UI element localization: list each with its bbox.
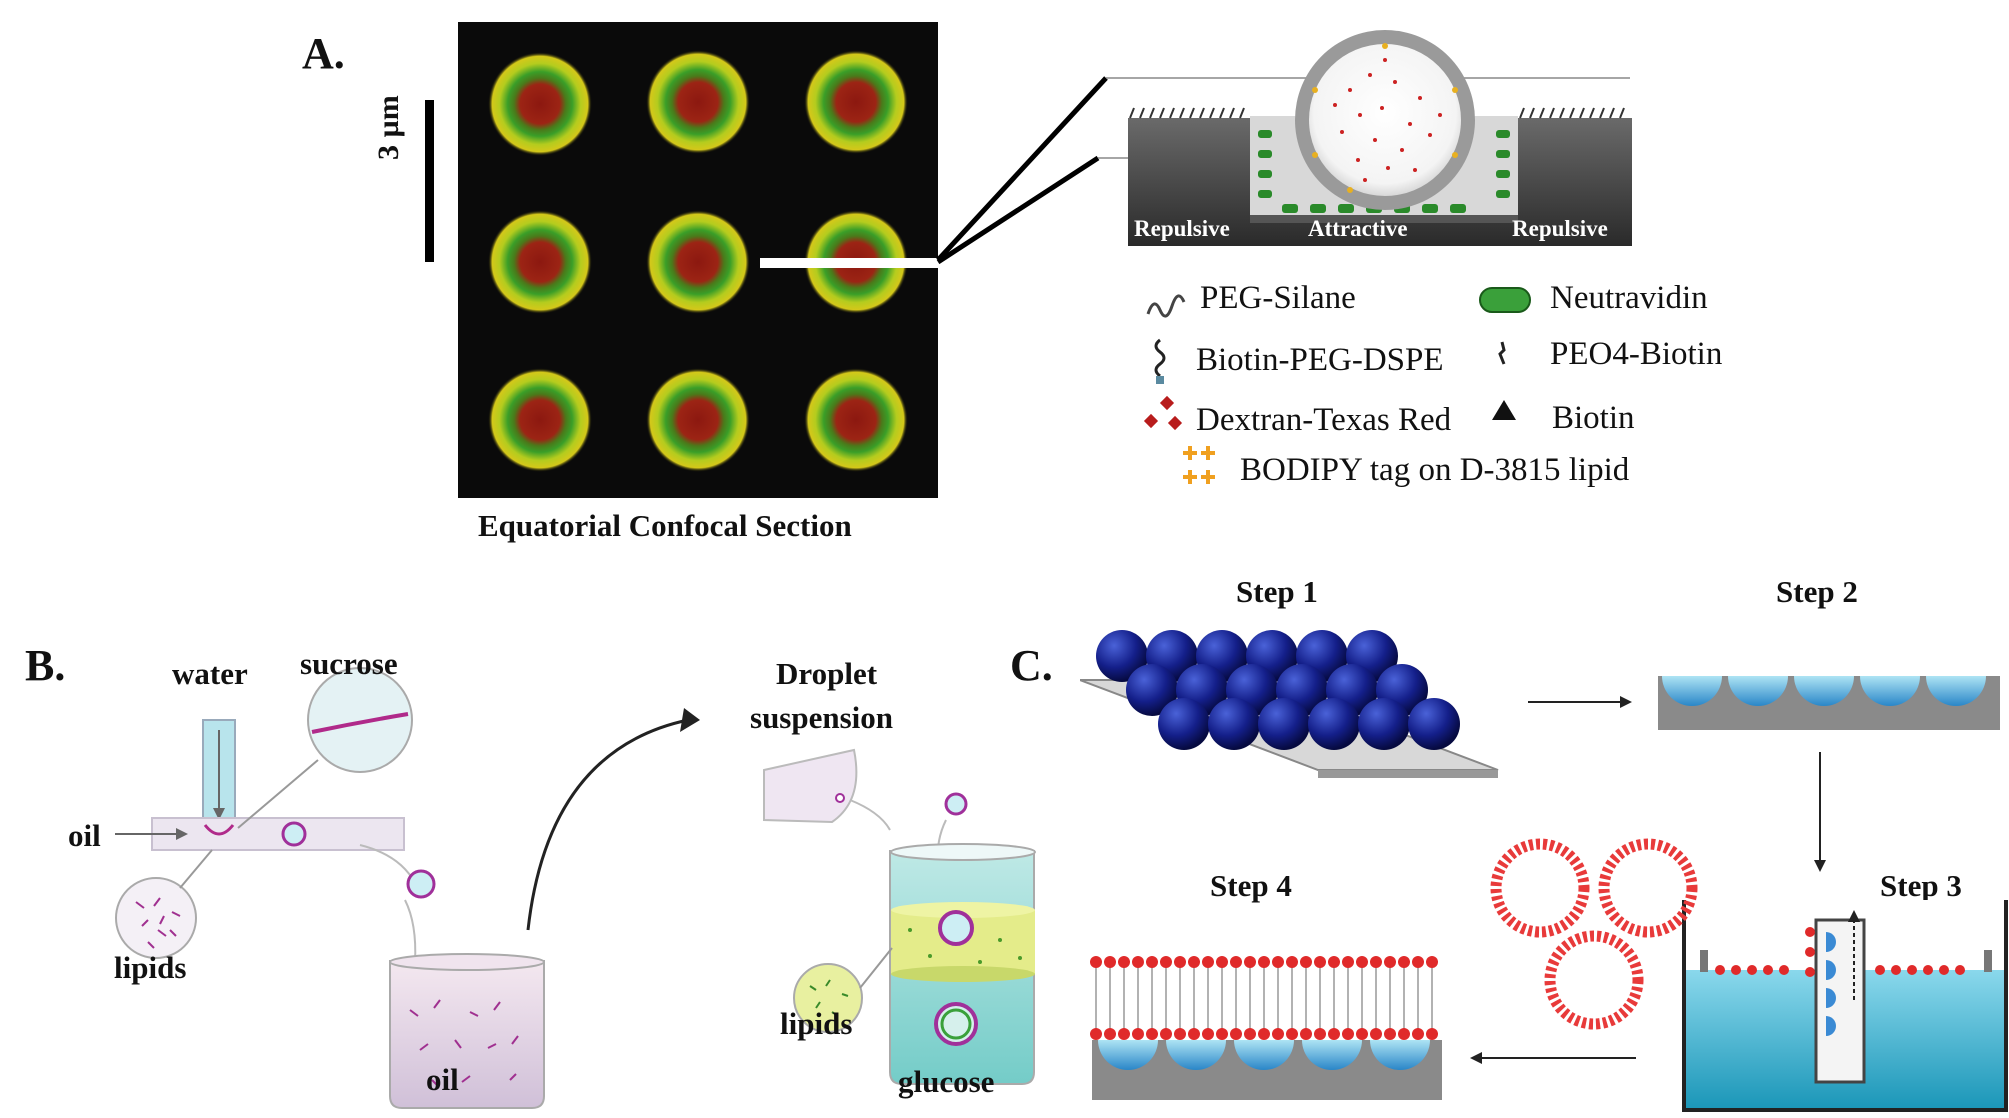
legend-biotin-peg-dspe: Biotin-PEG-DSPE bbox=[1196, 342, 1444, 378]
zone-attractive: Attractive bbox=[1308, 216, 1408, 241]
surface-schematic: Repulsive Attractive Repulsive bbox=[1128, 30, 1632, 246]
step-4-label: Step 4 bbox=[1210, 868, 1292, 903]
label-oil-inlet: oil bbox=[68, 818, 101, 853]
legend-bodipy: BODIPY tag on D-3815 lipid bbox=[1240, 452, 1630, 488]
zone-repulsive-left: Repulsive bbox=[1134, 216, 1230, 241]
confocal-caption: Equatorial Confocal Section bbox=[478, 508, 852, 543]
legend-dextran-texas-red: Dextran-Texas Red bbox=[1196, 402, 1452, 438]
label-suspension: suspension bbox=[750, 700, 894, 735]
legend-icons-left bbox=[1143, 294, 1215, 484]
dextran-texas-red-icon bbox=[1143, 395, 1183, 431]
neutravidin-icon bbox=[1479, 287, 1531, 313]
glucose-beaker bbox=[793, 792, 1036, 1085]
biotin-icon bbox=[1492, 400, 1516, 420]
vesicle-grid bbox=[488, 50, 908, 472]
panel-c-label: C. bbox=[1010, 641, 1053, 690]
peg-silane-icon bbox=[1146, 294, 1186, 318]
step-1-label: Step 1 bbox=[1236, 574, 1318, 609]
legend-peg-silane: PEG-Silane bbox=[1200, 280, 1356, 316]
panel-c-diagram bbox=[1080, 630, 2008, 1112]
label-oil-beaker: oil bbox=[426, 1062, 459, 1097]
label-droplet: Droplet bbox=[776, 656, 878, 691]
zone-repulsive-right: Repulsive bbox=[1512, 216, 1608, 241]
label-sucrose: sucrose bbox=[300, 646, 398, 681]
step-2-label: Step 2 bbox=[1776, 574, 1858, 609]
panel-b-label: B. bbox=[25, 641, 66, 690]
scale-bar-label: 3 µm bbox=[372, 95, 405, 160]
step-3-label: Step 3 bbox=[1880, 868, 1962, 903]
label-lipids-left: lipids bbox=[114, 950, 187, 985]
legend-peo4-biotin: PEO4-Biotin bbox=[1550, 336, 1723, 372]
panel-b-diagram bbox=[115, 667, 957, 1109]
peo4-biotin-icon bbox=[1498, 341, 1506, 365]
scale-bar bbox=[425, 100, 434, 262]
label-water: water bbox=[172, 656, 248, 691]
lipid-vesicles bbox=[1490, 838, 1698, 1030]
panel-a-label: A. bbox=[302, 29, 345, 78]
label-lipids-right: lipids bbox=[780, 1006, 853, 1041]
section-line bbox=[760, 258, 938, 268]
legend-biotin: Biotin bbox=[1552, 400, 1635, 436]
bodipy-icon bbox=[1183, 446, 1215, 484]
sphere-array bbox=[1096, 630, 1460, 750]
biotin-peg-dspe-icon bbox=[1154, 338, 1166, 384]
legend-icons-right bbox=[1479, 287, 1531, 420]
label-glucose: glucose bbox=[898, 1064, 995, 1099]
legend-neutravidin: Neutravidin bbox=[1550, 280, 1708, 316]
confocal-image bbox=[458, 22, 938, 498]
